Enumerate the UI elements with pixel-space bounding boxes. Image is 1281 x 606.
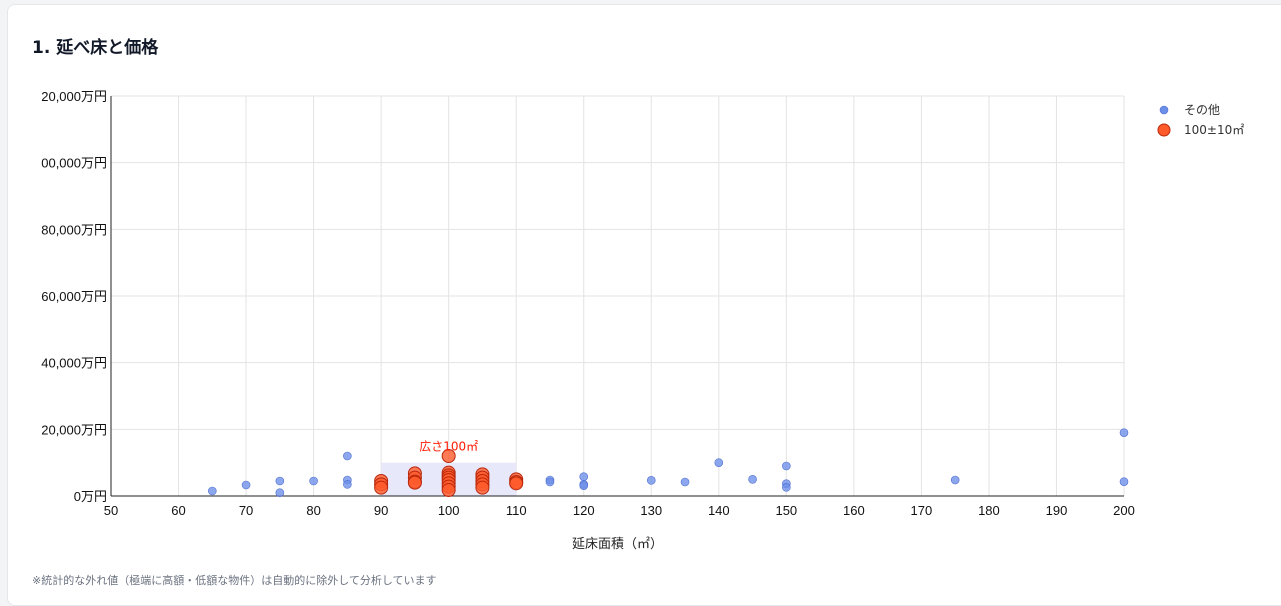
- x-tick-label: 130: [640, 503, 662, 518]
- y-tick-label: 80,000万円: [41, 222, 107, 237]
- other-point[interactable]: [579, 472, 589, 481]
- x-tick-label: 190: [1046, 503, 1068, 518]
- legend-marker-target[interactable]: [1157, 123, 1171, 137]
- annotation-layer: 広さ100㎡: [419, 439, 478, 453]
- other-point[interactable]: [680, 477, 690, 487]
- data-points: [208, 428, 1129, 497]
- other-point[interactable]: [782, 483, 791, 492]
- other-point[interactable]: [950, 475, 960, 485]
- x-tick-label: 50: [104, 503, 118, 518]
- y-tick-label: 20,000万円: [41, 422, 107, 437]
- x-tick-label: 150: [775, 503, 797, 518]
- x-tick-label: 160: [843, 503, 865, 518]
- band-annotation: 広さ100㎡: [419, 439, 478, 453]
- other-point[interactable]: [782, 461, 791, 471]
- x-tick-label: 120: [573, 503, 595, 518]
- x-tick-label: 80: [306, 503, 320, 518]
- other-point[interactable]: [646, 476, 656, 485]
- axes: 50 60 70 80 90 100 110 120 130 140 150 160 170 180 190…: [41, 89, 1135, 552]
- other-point[interactable]: [275, 476, 285, 486]
- target-point[interactable]: [509, 476, 524, 491]
- y-tick-label: 0万円: [74, 489, 107, 504]
- target-point[interactable]: [374, 480, 389, 495]
- other-point[interactable]: [309, 476, 318, 486]
- x-tick-label: 60: [171, 503, 185, 518]
- target-point[interactable]: [475, 480, 490, 495]
- target-point[interactable]: [407, 475, 422, 490]
- chart-card: 1. 延べ床と価格 ※統計的な外れ値（極端に高額・低額な物件）は自動的に除外して…: [7, 4, 1281, 606]
- y-tick-label: 20,000万円: [41, 89, 107, 104]
- other-point[interactable]: [208, 486, 217, 496]
- x-tick-label: 170: [911, 503, 933, 518]
- other-point[interactable]: [545, 477, 555, 487]
- target-point[interactable]: [441, 483, 456, 497]
- other-point[interactable]: [748, 475, 757, 484]
- footnote: ※統計的な外れ値（極端に高額・低額な物件）は自動的に除外して分析しています: [32, 574, 437, 587]
- x-tick-label: 90: [374, 503, 388, 518]
- y-tick-label: 60,000万円: [41, 289, 107, 304]
- other-point[interactable]: [579, 481, 589, 490]
- x-tick-label: 110: [506, 503, 527, 518]
- target-point[interactable]: [441, 449, 456, 463]
- legend-label-target[interactable]: 100±10㎡: [1184, 123, 1244, 137]
- section-title: 1. 延べ床と価格: [32, 38, 159, 58]
- y-tick-label: 40,000万円: [41, 356, 107, 371]
- other-point[interactable]: [714, 458, 724, 467]
- x-tick-label: 140: [708, 503, 730, 518]
- other-point[interactable]: [1119, 477, 1129, 486]
- x-tick-label: 180: [978, 503, 1000, 518]
- grid-lines: [111, 95, 1125, 496]
- other-point[interactable]: [275, 488, 285, 497]
- other-point[interactable]: [343, 451, 352, 461]
- scatter-chart: 50 60 70 80 90 100 110 120 130 140 150 160 170 180 190…: [41, 89, 1244, 552]
- legend-label-other[interactable]: その他: [1184, 103, 1220, 117]
- legend[interactable]: その他 100±10㎡: [1157, 103, 1244, 137]
- y-tick-label: 00,000万円: [41, 156, 107, 171]
- other-point[interactable]: [343, 480, 352, 489]
- other-point[interactable]: [241, 480, 251, 490]
- x-tick-label: 70: [239, 503, 253, 518]
- x-tick-label: 200: [1113, 503, 1135, 518]
- x-axis-title: 延床面積（㎡）: [572, 537, 663, 552]
- legend-marker-other[interactable]: [1159, 105, 1169, 115]
- x-tick-label: 100: [438, 503, 460, 518]
- other-point[interactable]: [1119, 428, 1129, 437]
